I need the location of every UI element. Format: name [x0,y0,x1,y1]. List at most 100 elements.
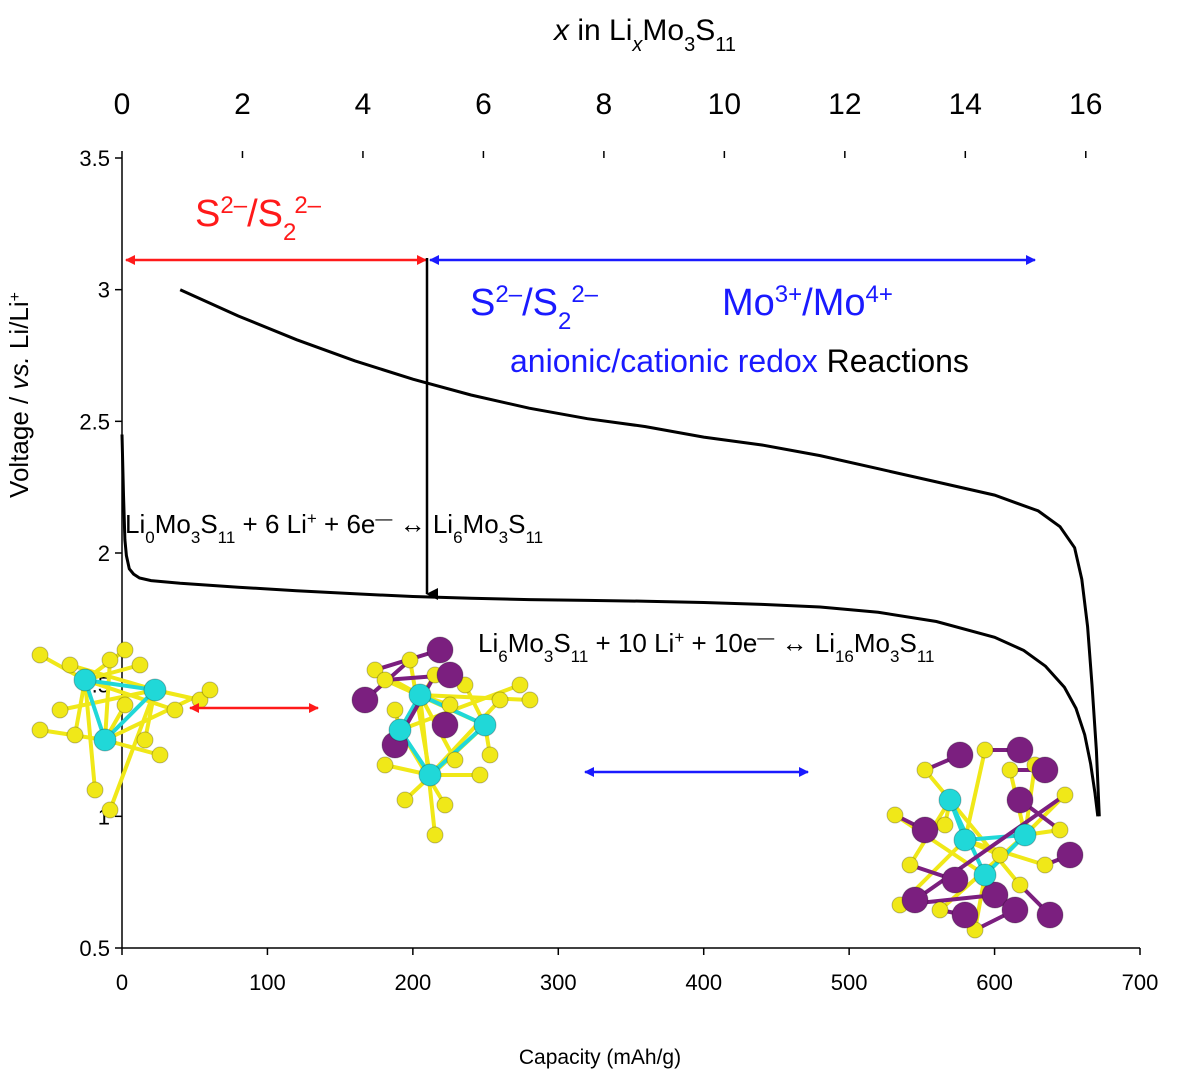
x-axis-title: Capacity (mAh/g) [519,1046,681,1069]
molecule-li16-mo3s11 [886,736,1084,939]
x-tick-label: 300 [540,970,577,995]
y-tick-label: 3.5 [79,146,110,171]
y-tick-labels: 0.511.522.533.5 [79,146,122,961]
lithium-atom [1006,786,1034,814]
sulfur-atom [386,701,404,719]
sulfur-atom [521,691,539,709]
bond [418,693,532,702]
bond [913,793,1067,902]
top-tick-label: 10 [708,88,741,121]
discharge-curve [120,434,1100,817]
sulfur-atom [1011,876,1029,894]
sulfur-atom [936,816,954,834]
blue-anion-label: S2–/S22– [470,281,599,335]
sulfur-atom [886,806,904,824]
lithium-atom [1001,896,1029,924]
sulfur-atom [511,676,529,694]
sulfur-atom [366,661,384,679]
x-tick-label: 0 [116,970,128,995]
molybdenum-atom [973,863,997,887]
sulfur-atom [61,656,79,674]
top-tick-label: 0 [114,88,131,121]
sulfur-atom [901,856,919,874]
bond [83,678,157,692]
blue-cation-label: Mo3+/Mo4+ [722,281,893,325]
molybdenum-atom [143,678,167,702]
sulfur-atom [931,901,949,919]
x-tick-label: 700 [1122,970,1159,995]
bond [58,688,157,712]
bond [83,678,97,792]
red-redox-label: S2–/S22– [195,192,322,246]
lithium-atom [946,741,974,769]
molybdenum-atom [73,668,97,692]
sulfur-atom [131,656,149,674]
molybdenum-atom [388,718,412,742]
molybdenum-atom [418,763,442,787]
lithium-atom [1036,901,1064,929]
sulfur-atom [491,691,509,709]
sulfur-atom [441,696,459,714]
top-tick-label: 2 [234,88,251,121]
sulfur-atom [1001,761,1019,779]
molecule-li6-mo3s11 [351,636,539,844]
sulfur-atom [1056,786,1074,804]
sulfur-atom [51,701,69,719]
x-tick-label: 500 [831,970,868,995]
molybdenum-atom [938,788,962,812]
x-tick-label: 600 [976,970,1013,995]
x-tick-label: 200 [394,970,431,995]
top-axis-title: x in LixMo3S11 [552,14,736,56]
bond [948,798,1022,887]
molybdenum-atom [953,828,977,852]
bond [103,688,157,742]
sulfur-atom [991,846,1009,864]
sulfur-atom [151,746,169,764]
y-tick-label: 0.5 [79,936,110,961]
sulfur-atom [101,651,119,669]
charge-curve [179,288,1101,817]
reaction-equation-2: Li6Mo3S11 + 10 Li+ + 10e— ↔ Li16Mo3S11 [478,628,934,666]
sulfur-atom [31,646,49,664]
x-tick-labels: 0 100 200 300 400 500 600 700 [116,948,1158,995]
sulfur-atom [166,701,184,719]
bond [108,688,157,812]
sulfur-atom [401,651,419,669]
sulfur-atom [116,641,134,659]
top-tick-label: 6 [475,88,492,121]
top-tick-labels: 0 2 4 6 8 10 12 14 16 [114,88,1102,158]
sulfur-atom [201,681,219,699]
y-tick-label: 2 [98,541,110,566]
molybdenum-atom [473,713,497,737]
top-tick-label: 8 [596,88,613,121]
sulfur-atom [31,721,49,739]
lithium-atom [941,866,969,894]
lithium-atom [1031,756,1059,784]
bond [893,813,987,877]
sulfur-atom [976,741,994,759]
lithium-atom [351,686,379,714]
sulfur-atom [1036,856,1054,874]
sulfur-atom [471,766,489,784]
lithium-atom [1006,736,1034,764]
sulfur-atom [1051,821,1069,839]
top-tick-label: 16 [1069,88,1102,121]
x-tick-label: 400 [685,970,722,995]
sulfur-atom [481,746,499,764]
lithium-atom [981,881,1009,909]
top-tick-label: 14 [949,88,982,121]
redox-reactions-label: anionic/cationic redox Reactions [510,343,969,379]
sulfur-atom [136,731,154,749]
molybdenum-atom [1013,823,1037,847]
sulfur-atom [446,751,464,769]
sulfur-atom [101,801,119,819]
top-tick-label: 4 [355,88,372,121]
lithium-atom [426,636,454,664]
y-tick-label: 2.5 [79,409,110,434]
sulfur-atom [396,791,414,809]
sulfur-atom [376,756,394,774]
lithium-atom [1056,841,1084,869]
x-tick-label: 100 [249,970,286,995]
